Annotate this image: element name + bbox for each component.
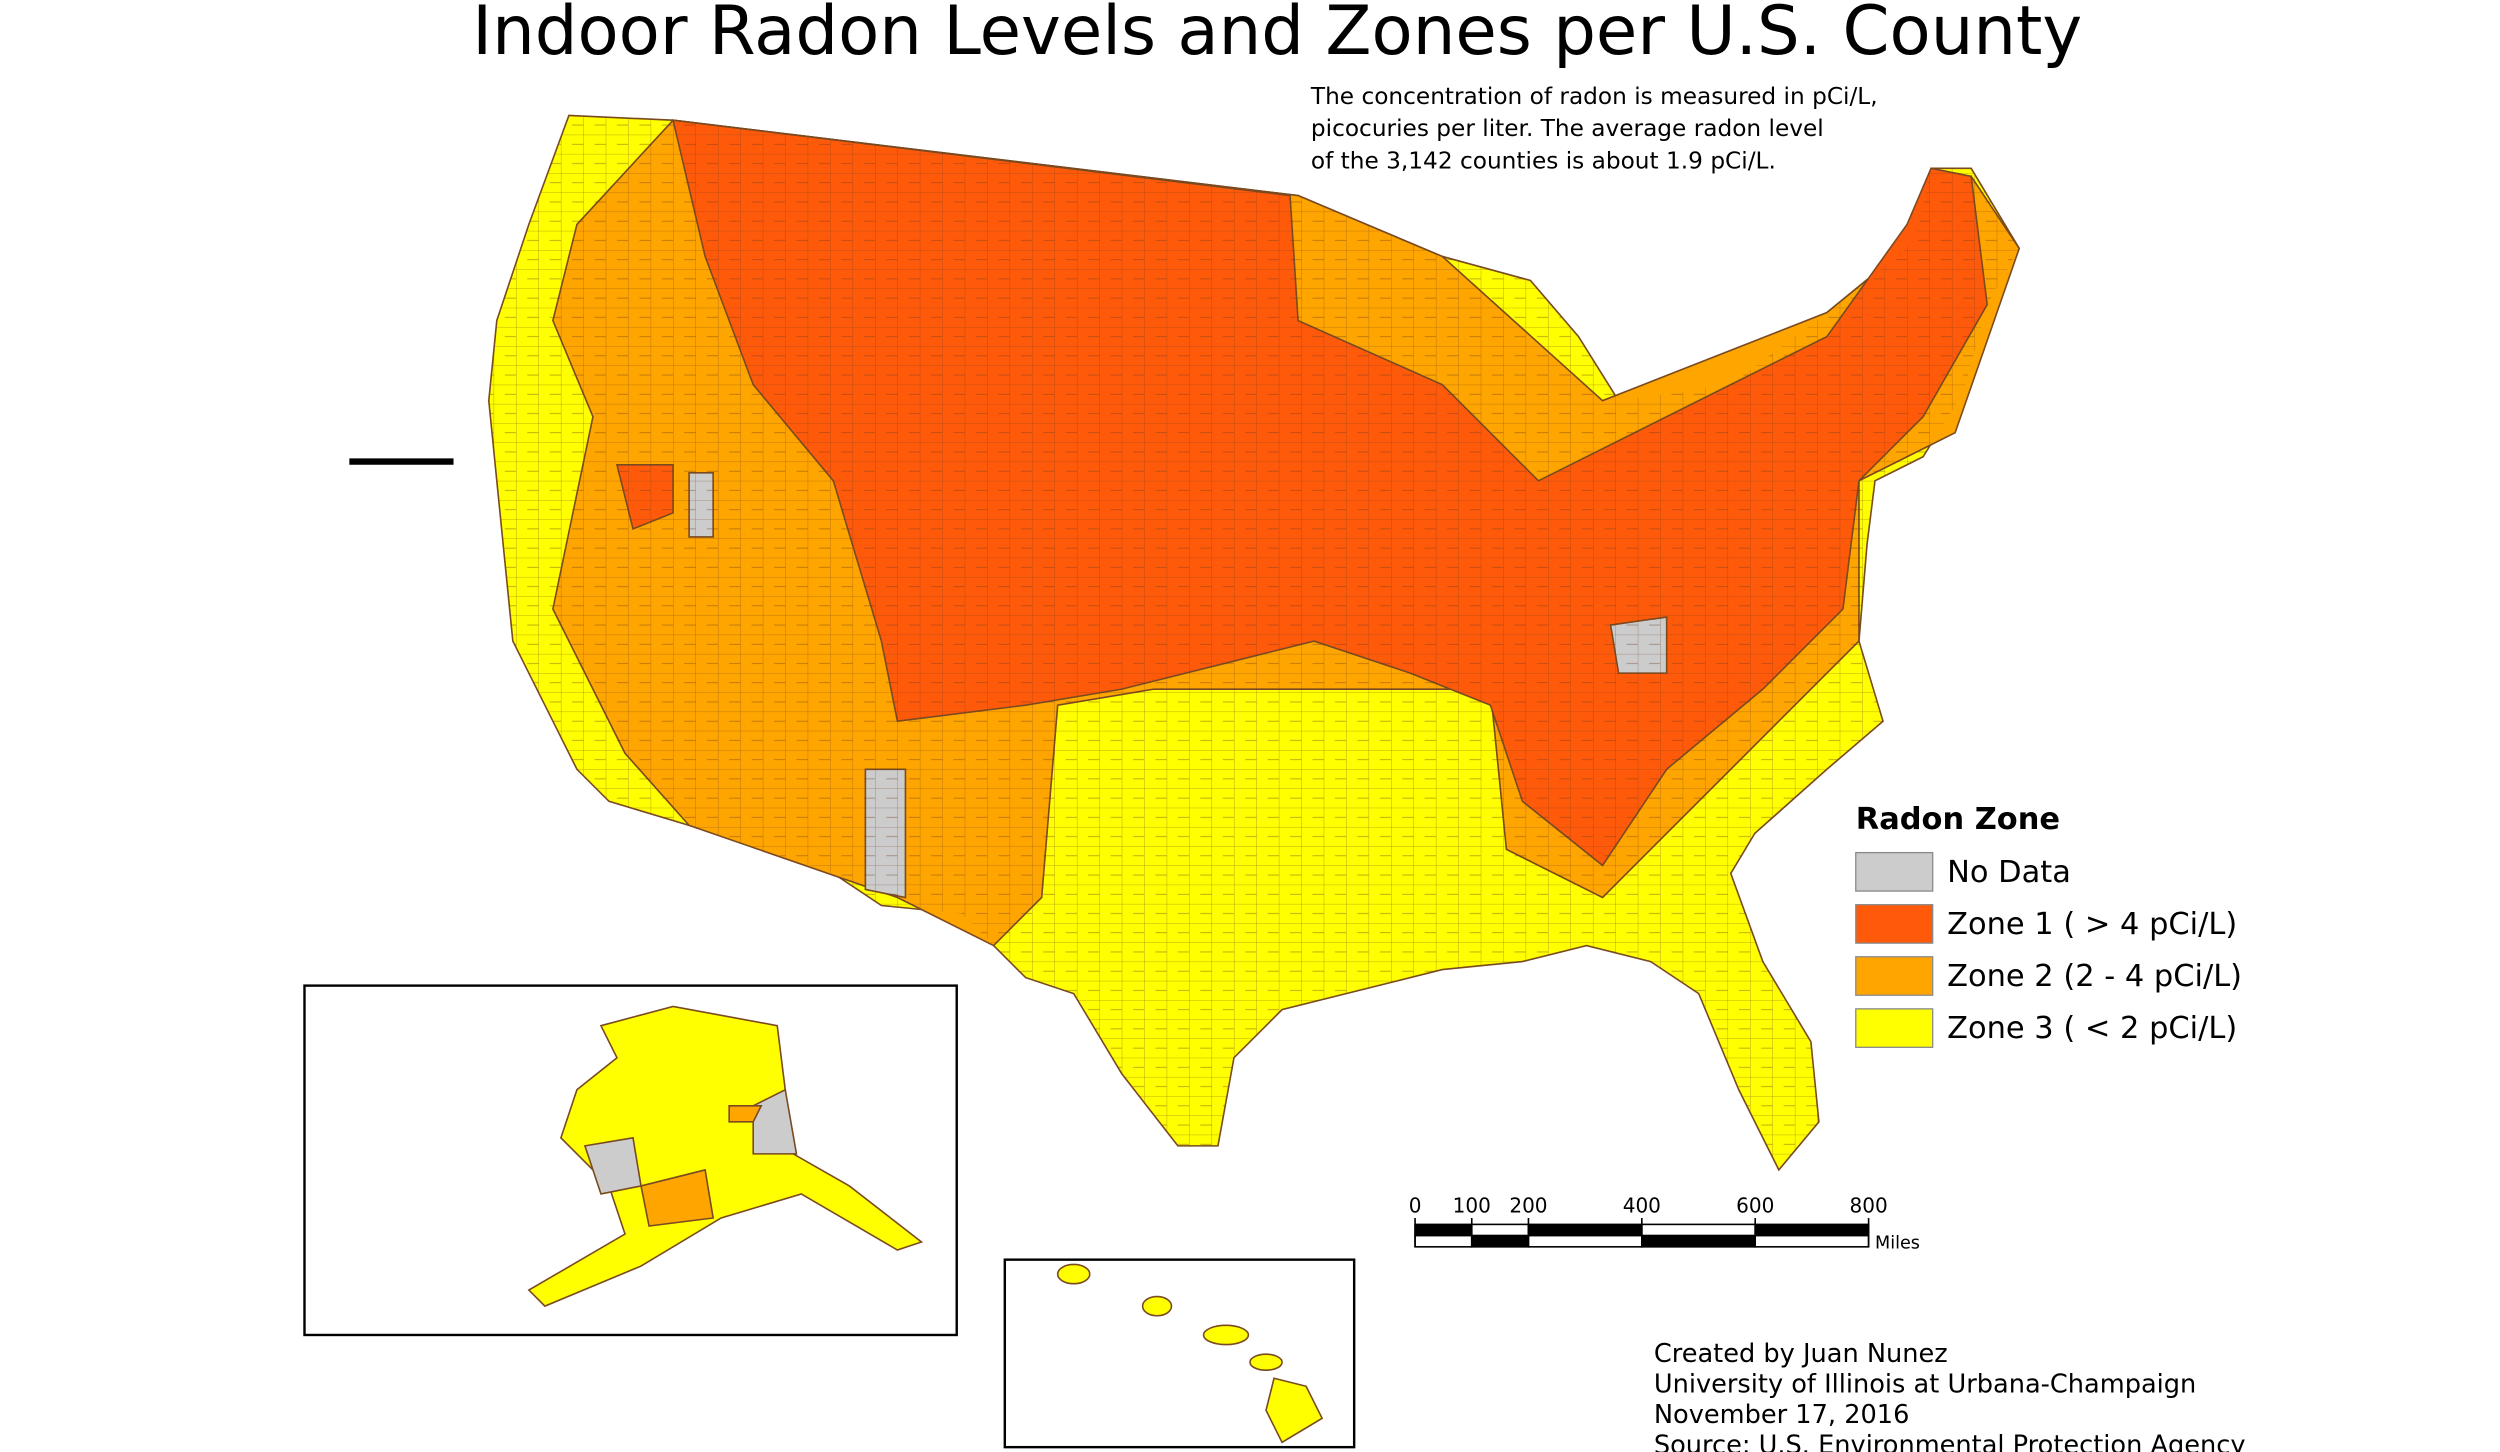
legend-label: Zone 3 ( < 2 pCi/L) [1947, 1011, 2237, 1046]
alaska-frame [303, 984, 958, 1337]
scale-segment [1414, 1234, 1473, 1248]
scale-unit: Miles [1875, 1234, 1920, 1254]
scale-segment [1470, 1234, 1530, 1248]
scale-tick-label: 100 [1453, 1193, 1491, 1217]
credits: Created by Juan Nunez University of Illi… [1654, 1339, 2246, 1452]
legend-swatch [1855, 904, 1934, 944]
legend-title: Radon Zone [1856, 802, 2060, 837]
scale-segment [1414, 1223, 1473, 1237]
scale-segment [1527, 1223, 1643, 1237]
scale-tick-label: 200 [1509, 1193, 1547, 1217]
legend: Radon Zone No Data Zone 1 ( > 4 pCi/L) Zon… [1855, 802, 2242, 1048]
alaska [527, 1005, 924, 1308]
scale-tick-label: 0 [1409, 1193, 1422, 1217]
scale-segment [1754, 1234, 1870, 1248]
credit-line: November 17, 2016 [1654, 1400, 1910, 1430]
scale-segment [1641, 1234, 1757, 1248]
island [1249, 1353, 1283, 1372]
hawaii [1056, 1263, 1324, 1444]
no-data-area [752, 1088, 798, 1155]
credit-line: Source: U.S. Environmental Protection Ag… [1654, 1431, 2246, 1452]
credit-line: Created by Juan Nunez [1654, 1339, 1948, 1369]
legend-label: No Data [1947, 855, 2071, 890]
island [1056, 1263, 1091, 1285]
island [1141, 1295, 1173, 1317]
contiguous-us [487, 114, 2021, 1172]
legend-swatch [1855, 851, 1934, 892]
legend-swatch [1855, 1008, 1934, 1048]
scale-bar: 0 100 200 400 600 800 Miles [1409, 1193, 1920, 1253]
scale-segment [1754, 1223, 1870, 1237]
note-line: of the 3,142 counties is about 1.9 pCi/L… [1311, 147, 1776, 174]
map-title: Indoor Radon Levels and Zones per U.S. C… [472, 0, 2082, 70]
scale-tick-label: 800 [1849, 1193, 1887, 1217]
scale-segment [1641, 1223, 1757, 1237]
legend-label: Zone 2 (2 - 4 pCi/L) [1947, 959, 2242, 994]
scale-segment [1527, 1234, 1643, 1248]
scale-tick-label: 400 [1623, 1193, 1661, 1217]
scale-segment [1470, 1223, 1530, 1237]
note-line: The concentration of radon is measured i… [1310, 83, 1878, 110]
county-lines [488, 115, 2020, 1170]
island [1265, 1377, 1324, 1444]
scale-tick-label: 600 [1736, 1193, 1774, 1217]
zone2-area [640, 1168, 715, 1227]
island [1202, 1324, 1250, 1346]
credit-line: University of Illinois at Urbana-Champai… [1654, 1370, 2196, 1400]
hawaii-frame [1003, 1258, 1356, 1449]
zone2-area [728, 1105, 763, 1123]
legend-label: Zone 1 ( > 4 pCi/L) [1947, 907, 2237, 942]
no-data-area [583, 1136, 642, 1195]
note: The concentration of radon is measured i… [1310, 83, 1878, 174]
note-line: picocuries per liter. The average radon … [1311, 115, 1824, 142]
legend-swatch [1855, 956, 1934, 996]
